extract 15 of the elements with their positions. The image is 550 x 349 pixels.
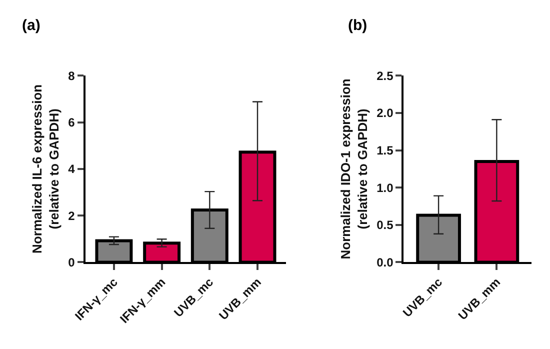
y-tick-label: 2 (68, 208, 76, 223)
y-tick-label: 2.5 (376, 68, 394, 83)
y-axis-title: Normalized IL-6 expression (relative to GAPDH) (30, 84, 62, 254)
y-tick-label: 6 (68, 115, 76, 130)
chart-title: (a) (22, 17, 40, 34)
y-tick-label: 8 (68, 68, 76, 83)
y-tick-label: 2.0 (376, 106, 394, 120)
y-axis-title: Normalized IDO-1 expression (relative to GAPDH) (338, 78, 370, 260)
y-tick-label: 0 (68, 255, 76, 270)
chart-title: (b) (348, 17, 368, 34)
y-tick-label: 4 (68, 162, 76, 176)
y-tick-label: 1.5 (376, 143, 394, 158)
y-tick-label: 0.0 (376, 255, 394, 270)
y-tick-label: 0.5 (376, 218, 394, 232)
y-tick-label: 1.0 (376, 180, 394, 195)
